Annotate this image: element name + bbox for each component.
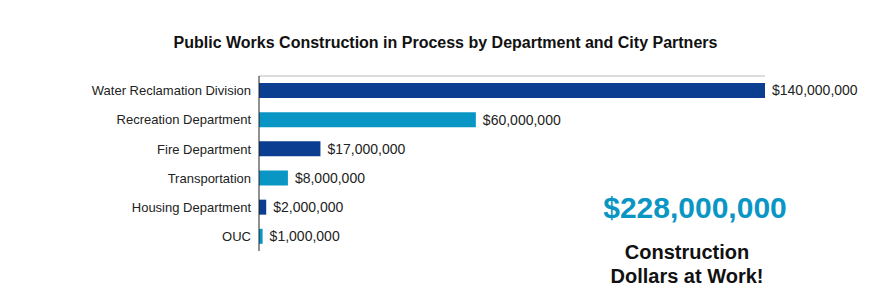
svg-text:Fire Department: Fire Department (157, 142, 251, 157)
svg-text:$60,000,000: $60,000,000 (483, 112, 561, 128)
svg-text:Water Reclamation Division: Water Reclamation Division (92, 83, 251, 98)
svg-text:$2,000,000: $2,000,000 (273, 199, 343, 215)
svg-text:$17,000,000: $17,000,000 (327, 141, 405, 157)
html-text:Public Works Construction in P: Public Works Construction in Process by … (173, 34, 718, 51)
svg-text:$140,000,000: $140,000,000 (772, 82, 858, 98)
html-text:Construction Dollars at Work!: Construction Dollars at Work! (610, 241, 764, 287)
svg-text:$8,000,000: $8,000,000 (295, 170, 365, 186)
svg-text:Housing Department: Housing Department (132, 200, 252, 215)
svg-text:$1,000,000: $1,000,000 (270, 228, 340, 244)
svg-text:Recreation Department: Recreation Department (117, 112, 252, 127)
html-text:$228,000,000: $228,000,000 (603, 191, 787, 224)
svg-text:Transportation: Transportation (168, 171, 251, 186)
svg-text:OUC: OUC (222, 229, 251, 244)
